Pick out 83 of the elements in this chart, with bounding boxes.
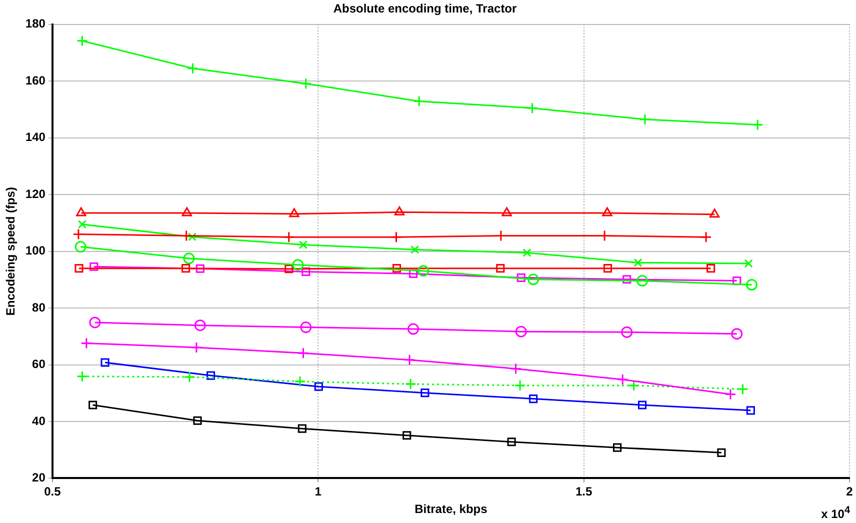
point xyxy=(736,383,748,395)
point xyxy=(613,443,622,452)
point xyxy=(404,378,416,390)
point xyxy=(76,370,88,382)
point xyxy=(638,400,647,410)
point xyxy=(522,248,532,258)
point xyxy=(496,264,505,273)
point xyxy=(196,264,204,273)
x-tick-label: 2 xyxy=(846,484,854,499)
point xyxy=(194,320,206,332)
point xyxy=(408,269,418,278)
text: x 10$^{4}$ xyxy=(821,505,850,521)
point xyxy=(402,431,412,440)
point xyxy=(515,326,527,338)
y-tick-label: 140 xyxy=(25,130,46,144)
point xyxy=(709,208,720,218)
point xyxy=(89,316,101,328)
point xyxy=(74,241,86,253)
point xyxy=(90,262,98,271)
point xyxy=(634,258,642,267)
point xyxy=(284,264,294,274)
point xyxy=(180,230,192,242)
point xyxy=(622,275,632,284)
point xyxy=(72,228,84,240)
point xyxy=(529,394,538,404)
point xyxy=(76,207,86,216)
point xyxy=(314,382,323,391)
point xyxy=(732,276,742,286)
point xyxy=(603,264,612,273)
x-axis-title: Bitrate, kbps xyxy=(414,502,488,516)
y-tick-label: 120 xyxy=(25,186,46,201)
point xyxy=(502,207,512,216)
y-tick-label: 160 xyxy=(25,73,46,88)
point xyxy=(78,220,86,229)
point xyxy=(74,264,84,273)
point xyxy=(302,267,310,276)
point xyxy=(294,376,306,388)
point xyxy=(706,264,716,273)
y-tick-label: 180 xyxy=(25,16,46,31)
y-tick-label: 100 xyxy=(25,244,46,258)
point xyxy=(390,231,402,243)
point xyxy=(298,424,306,433)
point xyxy=(88,400,98,410)
point xyxy=(300,322,312,334)
point xyxy=(289,208,300,218)
point xyxy=(182,207,192,216)
point xyxy=(410,245,420,254)
point xyxy=(392,264,402,273)
y-axis-title: Encodeing speed (fps) xyxy=(4,186,18,316)
point xyxy=(183,252,195,264)
point xyxy=(717,448,726,457)
point xyxy=(636,275,648,287)
point xyxy=(731,328,743,340)
point xyxy=(283,231,295,243)
point xyxy=(528,274,540,286)
point xyxy=(292,259,304,271)
x-tick-label: 0.5 xyxy=(44,484,62,499)
y-tick-label: 80 xyxy=(32,300,46,314)
point xyxy=(418,265,430,277)
point xyxy=(514,380,526,392)
y-tick-label: 20 xyxy=(32,470,46,485)
point xyxy=(602,207,612,216)
point xyxy=(298,240,308,250)
point xyxy=(621,326,633,338)
x-tick-label: 1 xyxy=(314,484,322,499)
point xyxy=(100,358,110,367)
point xyxy=(206,371,216,380)
point xyxy=(407,323,419,335)
point xyxy=(746,406,755,415)
point xyxy=(420,388,430,398)
point xyxy=(193,416,202,425)
chart-title: Absolute encoding time, Tractor xyxy=(333,2,518,16)
point xyxy=(700,231,712,243)
point xyxy=(746,279,758,291)
point xyxy=(516,273,526,282)
point xyxy=(744,259,753,268)
y-tick-label: 60 xyxy=(32,357,46,372)
y-tick-label: 40 xyxy=(32,414,46,428)
point xyxy=(507,438,516,446)
x-tick-label: 1.5 xyxy=(575,484,592,499)
point xyxy=(394,206,404,216)
point xyxy=(182,264,190,273)
point xyxy=(188,232,196,242)
